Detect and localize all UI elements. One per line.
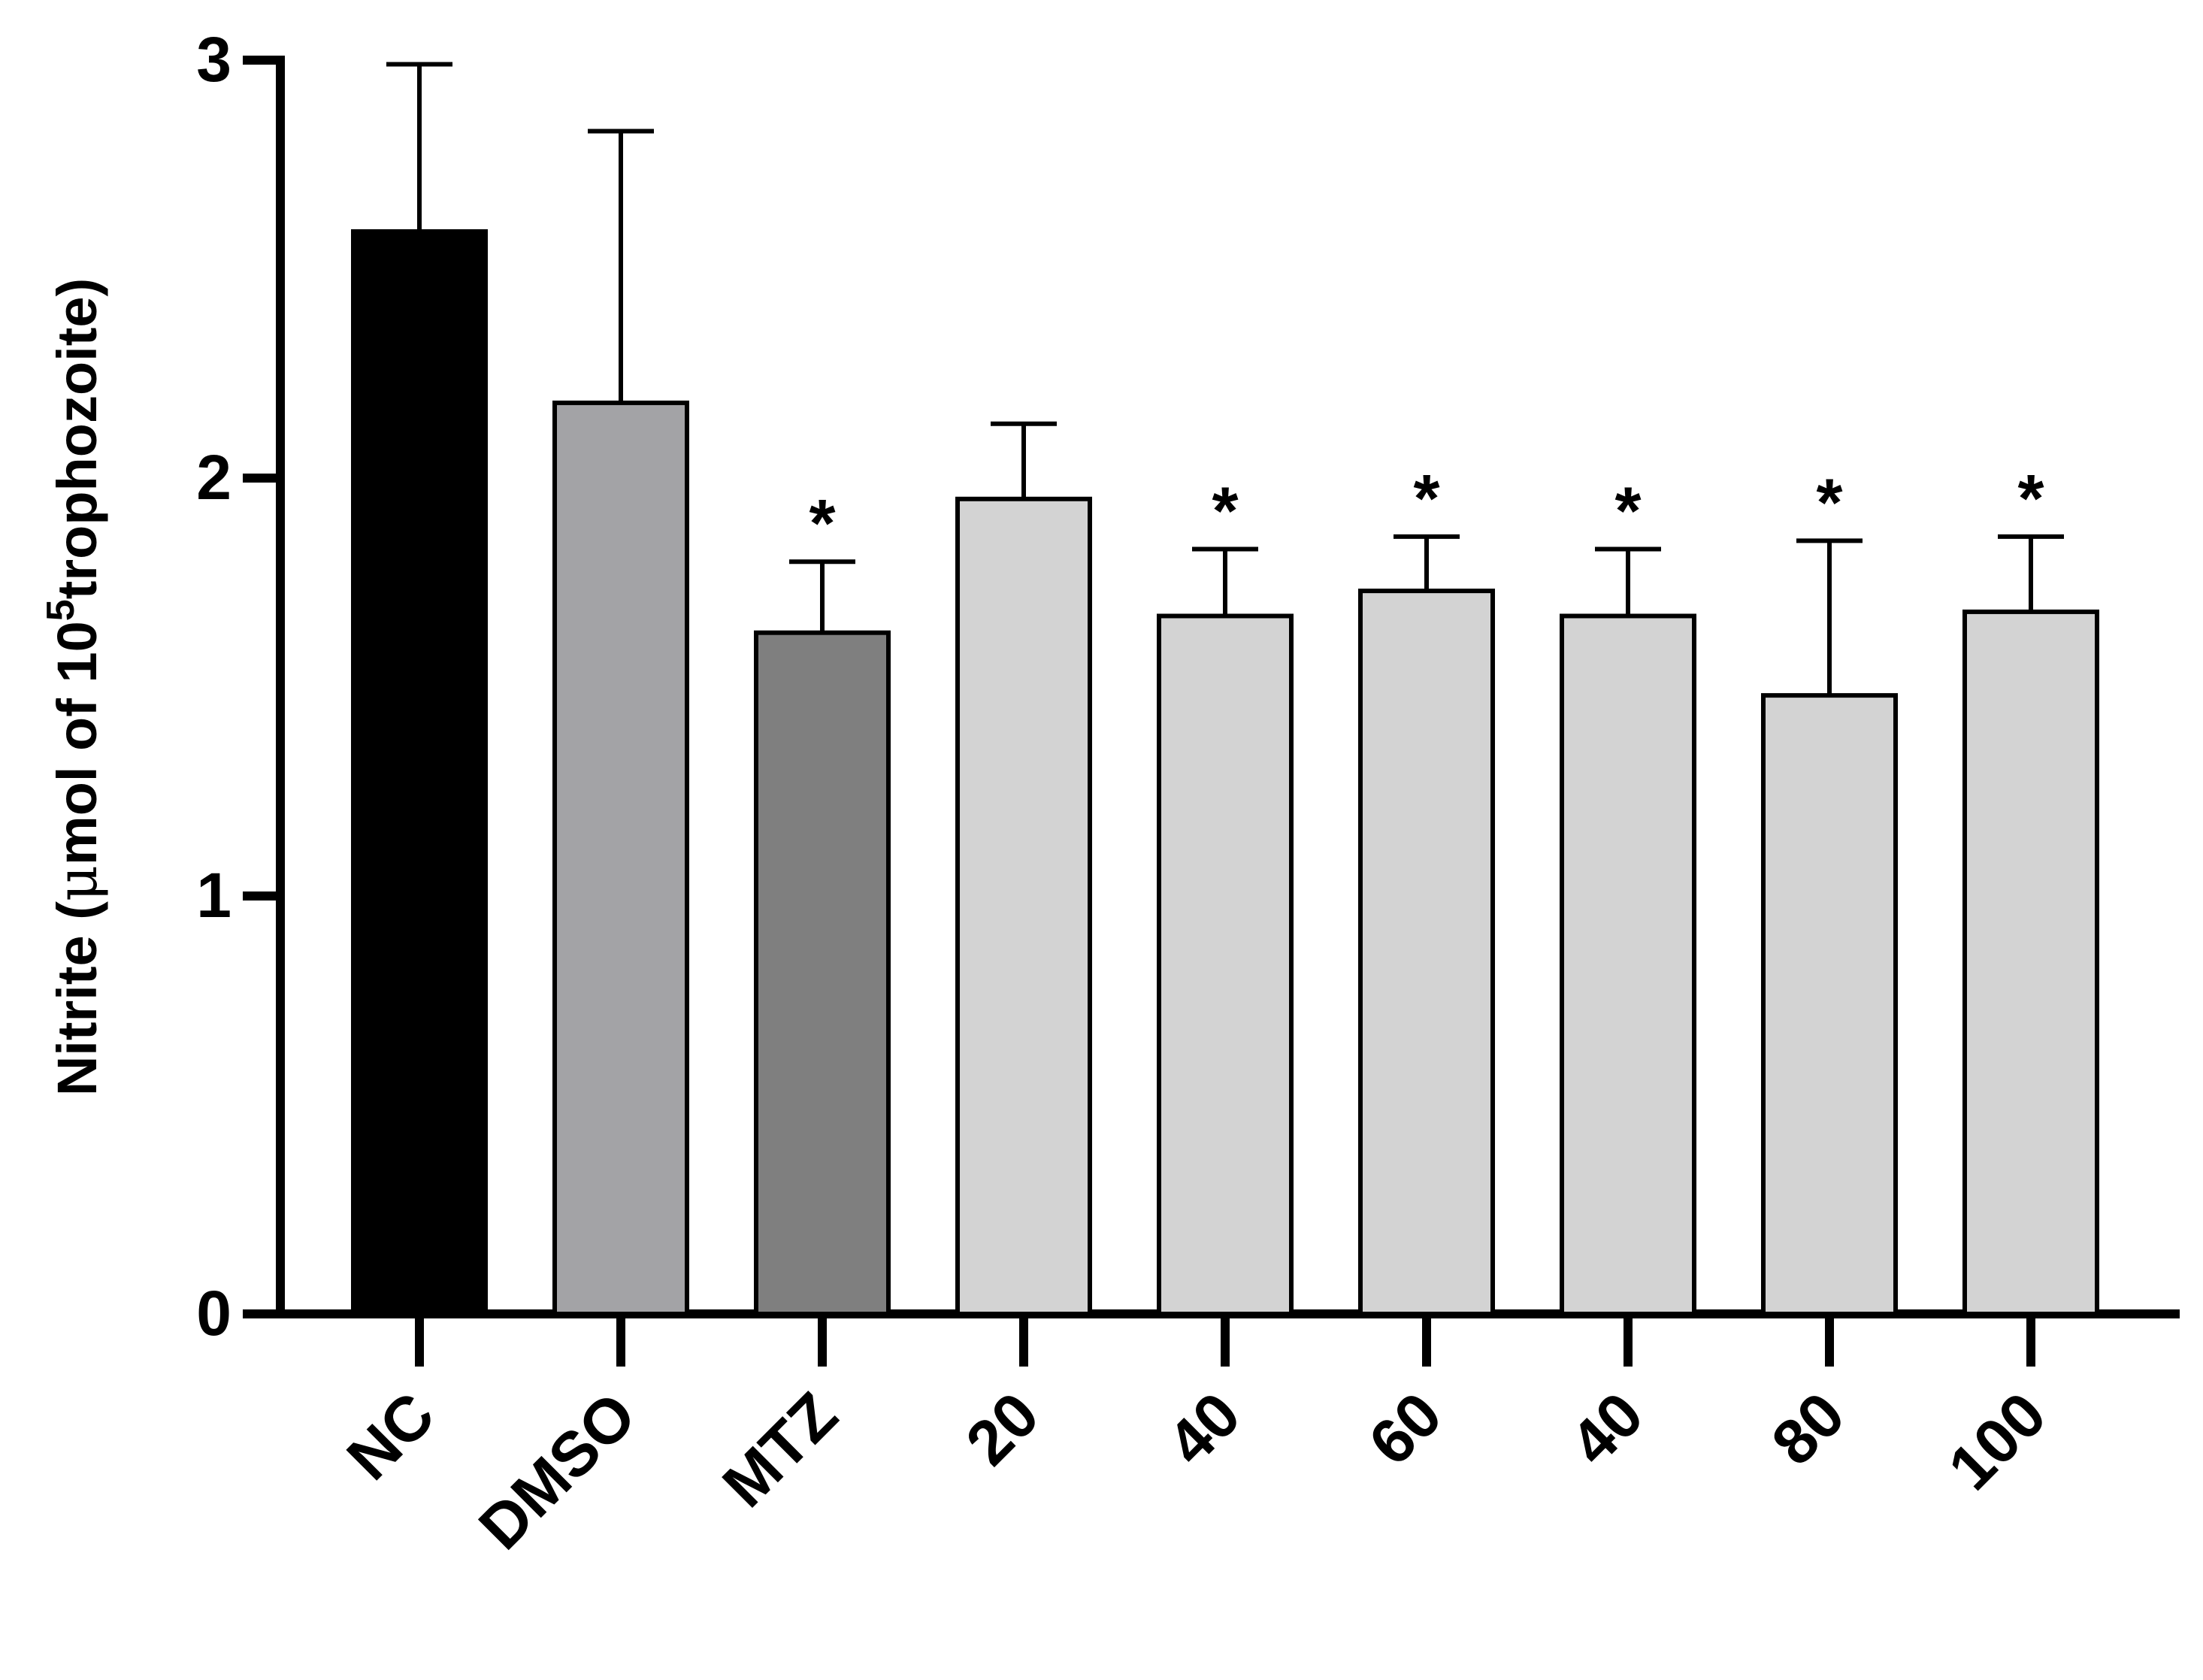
bar: [1761, 693, 1898, 1316]
x-ticks: NC DMSO MTZ 20 40 60 40 80 100: [333, 1314, 2059, 1563]
x-tick-label: 80: [1758, 1379, 1858, 1479]
y-axis-title: Nitrite (μmol of 105trophozoite): [39, 278, 110, 1096]
y-axis-title-part2: mol of 10: [46, 621, 108, 865]
x-tick-label: 40: [1154, 1379, 1254, 1479]
significance-marker: *: [1212, 474, 1238, 549]
significance-marker: *: [1614, 474, 1641, 549]
y-axis-title-mu: μ: [45, 865, 110, 901]
x-tick-label: MTZ: [709, 1379, 851, 1521]
bar: [955, 496, 1092, 1316]
bar: [754, 630, 891, 1316]
x-tick-label: NC: [333, 1379, 447, 1493]
x-tick-label: 40: [1557, 1379, 1657, 1479]
significance-marker: *: [1413, 462, 1439, 537]
y-tick-label: 3: [196, 24, 231, 95]
bars: * * * * * *: [351, 62, 2099, 1317]
bar: [1560, 613, 1696, 1316]
bar: [1358, 589, 1495, 1316]
y-ticks: 0 1 2 3: [196, 24, 280, 1349]
significance-marker: *: [2017, 462, 2044, 537]
y-tick-label: 2: [196, 442, 231, 513]
bar: [1157, 613, 1294, 1316]
x-tick-label: 20: [952, 1379, 1052, 1479]
x-tick-label: 60: [1355, 1379, 1455, 1479]
bar: [552, 400, 689, 1316]
significance-marker: *: [1816, 465, 1842, 540]
significance-marker: *: [809, 486, 835, 562]
x-tick-label: 100: [1935, 1379, 2059, 1503]
y-tick-label: 1: [196, 860, 231, 931]
bar: [351, 229, 488, 1317]
bar: [1962, 609, 2099, 1316]
y-axis-title-part3: trophozoite): [46, 278, 108, 599]
y-axis-title-part1: Nitrite (: [46, 901, 108, 1096]
y-axis-title-superscript: 5: [39, 599, 83, 621]
x-tick-label: DMSO: [465, 1379, 649, 1563]
y-tick-label: 0: [196, 1278, 231, 1349]
